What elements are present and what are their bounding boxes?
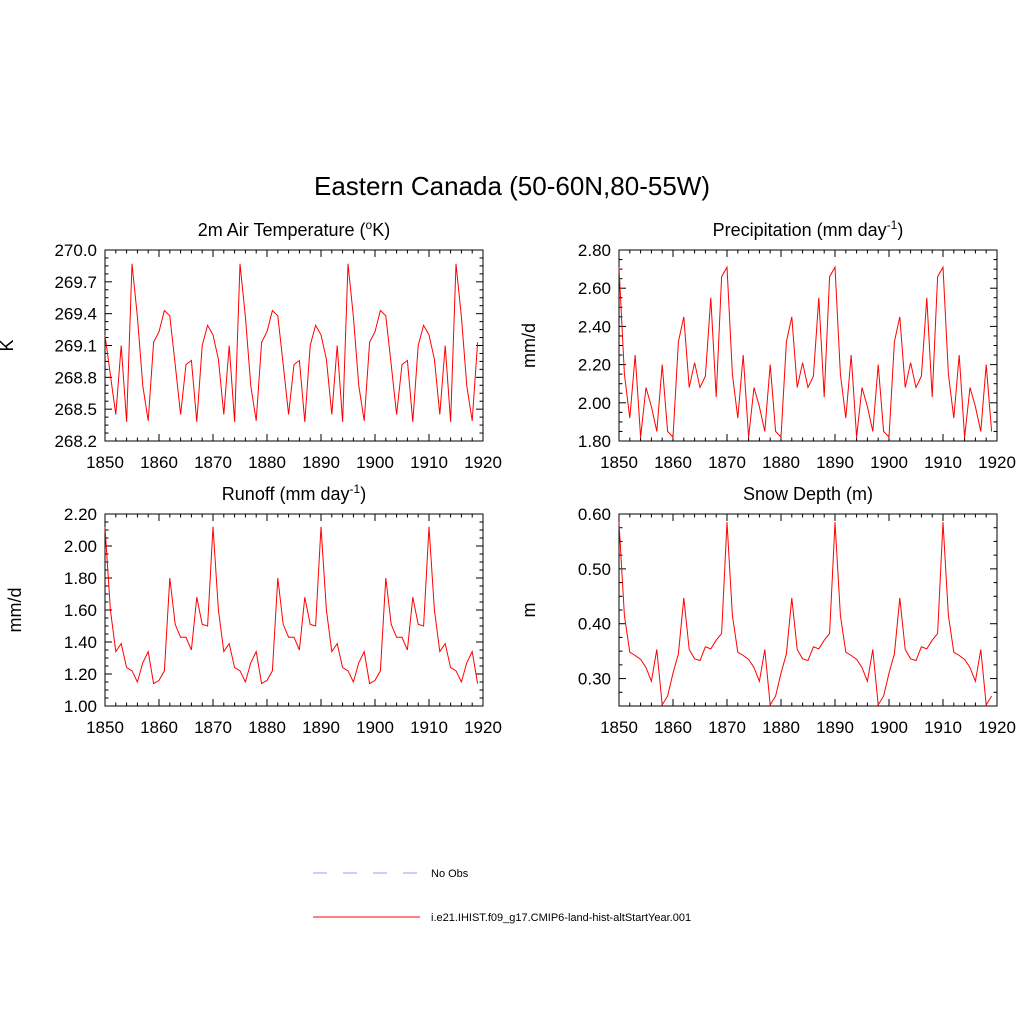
y-tick-label: 2.40 — [578, 317, 611, 336]
x-tick-label: 1860 — [654, 718, 692, 737]
x-tick-label: 1920 — [978, 718, 1016, 737]
y-tick-label: 2.00 — [64, 537, 97, 556]
series-line-snow-depth — [618, 522, 993, 707]
x-tick-label: 1880 — [762, 718, 800, 737]
x-tick-label: 1900 — [870, 453, 908, 472]
x-tick-label: 1850 — [600, 718, 638, 737]
y-tick-label: 1.80 — [578, 432, 611, 451]
x-tick-label: 1870 — [194, 453, 232, 472]
y-tick-label: 2.80 — [578, 241, 611, 260]
x-tick-label: 1920 — [464, 718, 502, 737]
y-axis-label: mm/d — [5, 588, 25, 633]
x-tick-label: 1920 — [464, 453, 502, 472]
panel-title: Snow Depth (m) — [743, 484, 873, 504]
panel-precipitation: Precipitation (mm day-1) 1850 1860 1870 1880… — [519, 218, 1016, 472]
panel-air-temperature: 2m Air Temperature (oK) 1850 1860 1870 1880 1… — [0, 218, 502, 472]
panel-title: Precipitation (mm day-1) — [713, 218, 904, 240]
x-tick-label: 1900 — [870, 718, 908, 737]
x-tick-label: 1850 — [600, 453, 638, 472]
x-tick-label: 1880 — [762, 453, 800, 472]
x-tick-label: 1910 — [410, 453, 448, 472]
y-tick-label: 269.7 — [54, 273, 97, 292]
x-tick-label: 1870 — [708, 453, 746, 472]
y-axis-label: m — [519, 603, 539, 618]
y-tick-label: 1.60 — [64, 601, 97, 620]
y-tick-label: 2.60 — [578, 279, 611, 298]
y-tick-label: 0.30 — [578, 670, 611, 689]
series-line-precipitation — [618, 265, 993, 439]
plot-frame — [618, 249, 998, 442]
panel-title: 2m Air Temperature (oK) — [198, 218, 390, 240]
y-tick-label: 0.60 — [578, 505, 611, 524]
y-tick-label: 1.20 — [64, 665, 97, 684]
y-tick-label: 2.20 — [64, 505, 97, 524]
x-tick-label: 1860 — [140, 718, 178, 737]
x-tick-label: 1870 — [194, 718, 232, 737]
y-tick-label: 0.40 — [578, 615, 611, 634]
x-tick-label: 1920 — [978, 453, 1016, 472]
y-tick-label: 269.4 — [54, 305, 97, 324]
legend-no-obs-label: No Obs — [431, 868, 469, 880]
x-tick-label: 1890 — [816, 453, 854, 472]
panel-title: Runoff (mm day-1) — [222, 482, 366, 504]
series-line-air-temperature — [104, 263, 479, 422]
y-tick-label: 1.00 — [64, 697, 97, 716]
legend-model-label: i.e21.IHIST.f09_g17.CMIP6-land-hist-altS… — [431, 912, 691, 924]
y-tick-label: 2.00 — [578, 394, 611, 413]
x-tick-label: 1850 — [86, 718, 124, 737]
x-tick-label: 1900 — [356, 718, 394, 737]
plot-frame — [104, 249, 484, 442]
y-tick-label: 1.80 — [64, 569, 97, 588]
x-tick-label: 1900 — [356, 453, 394, 472]
y-tick-label: 268.2 — [54, 432, 97, 451]
y-tick-label: 0.50 — [578, 560, 611, 579]
x-tick-label: 1880 — [248, 453, 286, 472]
figure-title: Eastern Canada (50-60N,80-55W) — [314, 171, 710, 201]
x-tick-label: 1870 — [708, 718, 746, 737]
x-tick-label: 1890 — [302, 453, 340, 472]
x-tick-label: 1850 — [86, 453, 124, 472]
y-tick-label: 1.40 — [64, 633, 97, 652]
x-tick-label: 1890 — [302, 718, 340, 737]
y-axis-label: mm/d — [519, 323, 539, 368]
y-axis-label: K — [0, 339, 17, 351]
y-tick-label: 2.20 — [578, 356, 611, 375]
y-tick-label: 269.1 — [54, 337, 97, 356]
panel-snow-depth: Snow Depth (m) 1850 1860 1870 1880 1890 1900 19… — [519, 484, 1016, 737]
series-line-runoff — [104, 526, 479, 685]
x-tick-label: 1880 — [248, 718, 286, 737]
x-tick-label: 1910 — [410, 718, 448, 737]
x-tick-label: 1910 — [924, 718, 962, 737]
x-tick-label: 1890 — [816, 718, 854, 737]
x-tick-label: 1910 — [924, 453, 962, 472]
x-tick-label: 1860 — [654, 453, 692, 472]
y-tick-label: 268.8 — [54, 368, 97, 387]
x-tick-label: 1860 — [140, 453, 178, 472]
panel-runoff: Runoff (mm day-1) 1850 1860 1870 1880 1890 190… — [5, 482, 502, 737]
y-tick-label: 270.0 — [54, 241, 97, 260]
y-tick-label: 268.5 — [54, 400, 97, 419]
legend: No Obs i.e21.IHIST.f09_g17.CMIP6-land-hi… — [313, 868, 691, 924]
plot-frame — [618, 513, 998, 707]
plot-frame — [104, 513, 484, 707]
